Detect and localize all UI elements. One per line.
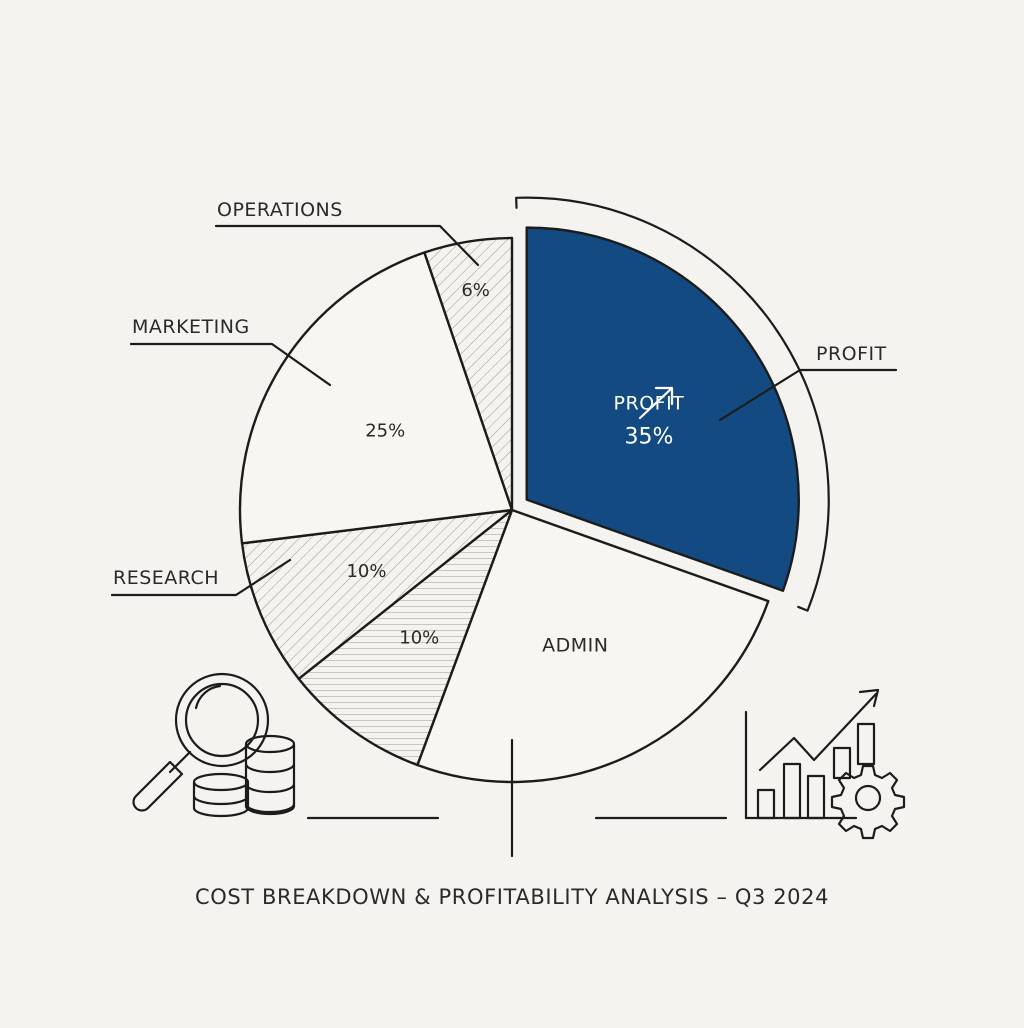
slice-value-segment-2: 10% bbox=[399, 628, 439, 649]
slice-value-research: 10% bbox=[346, 561, 386, 582]
callout-marketing: MARKETING bbox=[129, 316, 332, 387]
callout-profit-label: PROFIT bbox=[816, 343, 887, 365]
pie-slices bbox=[238, 226, 800, 784]
callout-profit: PROFIT bbox=[718, 343, 898, 422]
callout-operations: OPERATIONS bbox=[214, 199, 480, 267]
growth-chart-with-gear-icon bbox=[744, 688, 906, 840]
callout-research-label: RESEARCH bbox=[113, 567, 219, 589]
pie-slice-operations bbox=[423, 236, 514, 512]
base-rules bbox=[306, 738, 728, 858]
pie-slice-profit bbox=[525, 226, 800, 592]
callout-operations-label: OPERATIONS bbox=[217, 199, 343, 221]
slice-name-admin: ADMIN bbox=[542, 635, 608, 657]
slice-value-marketing: 25% bbox=[365, 421, 405, 442]
pie-slice-segment-2 bbox=[297, 508, 514, 767]
callout-research: RESEARCH bbox=[110, 558, 292, 597]
magnifier-over-coins-icon bbox=[132, 672, 296, 818]
chart-title: COST BREAKDOWN & PROFITABILITY ANALYSIS … bbox=[195, 885, 829, 909]
pie-slice-admin bbox=[416, 508, 770, 784]
slice-value-operations: 6% bbox=[461, 280, 490, 301]
slice-value-profit: 35% bbox=[624, 424, 673, 449]
pie-slice-marketing bbox=[238, 251, 514, 545]
slice-name-profit: PROFIT bbox=[614, 392, 685, 414]
pie-slice-research bbox=[240, 508, 514, 680]
pie-slice-labels: PROFIT 35% ADMIN 10% 10% 25% 6% bbox=[346, 280, 685, 657]
profit-bracket-arc bbox=[515, 196, 830, 612]
callout-marketing-label: MARKETING bbox=[132, 316, 250, 338]
trend-up-arrow-icon bbox=[638, 386, 674, 420]
